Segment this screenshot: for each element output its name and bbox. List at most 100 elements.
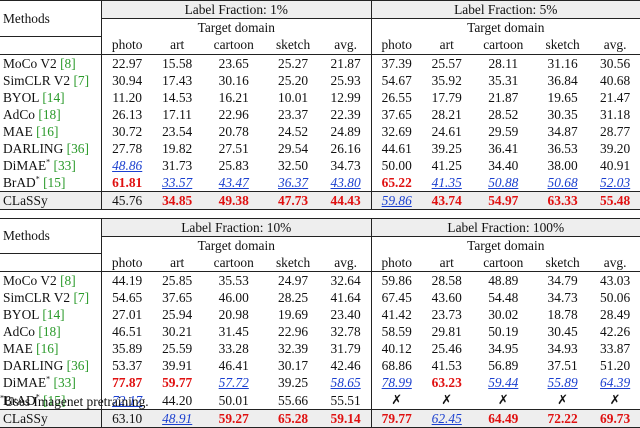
method-label: AdCo <box>3 324 35 339</box>
value-cell: 54.48 <box>472 289 535 306</box>
cell-value: 27.01 <box>112 307 143 322</box>
cell-value: 23.40 <box>330 307 361 322</box>
method-label: DiMAE <box>3 157 47 173</box>
value-cell: 54.97 <box>471 191 535 210</box>
cell-value: 43.60 <box>431 290 462 305</box>
target-domain-right: Target domain <box>467 237 545 253</box>
label-fraction-right: Label Fraction: 5% <box>371 0 640 19</box>
spacer-cell <box>0 209 640 218</box>
value-cell: 55.66 <box>265 391 321 410</box>
method-label: BrAD <box>3 392 36 408</box>
cell-value: 64.39 <box>600 375 631 390</box>
column-header: photo <box>101 253 153 272</box>
cell-value: 36.53 <box>547 140 578 156</box>
value-cell: 50.19 <box>472 323 535 340</box>
value-cell: 78.99 <box>371 374 422 391</box>
method-label: BYOL <box>3 89 39 105</box>
value-cell: 27.78 <box>102 140 153 157</box>
value-cell: 31.45 <box>202 323 265 340</box>
value-cell: 49.38 <box>202 191 266 210</box>
citation: [33] <box>53 157 76 173</box>
cell-value: 12.99 <box>330 89 361 105</box>
cell-value: 22.96 <box>218 106 249 122</box>
method-sup: * <box>35 392 40 402</box>
cell-value: 35.89 <box>112 341 143 356</box>
value-cell: 25.85 <box>152 272 202 290</box>
value-cell: 34.95 <box>472 340 535 357</box>
value-cell: 63.10 <box>101 409 153 428</box>
column-header: avg. <box>320 36 372 55</box>
citation: [7] <box>73 72 90 88</box>
cell-value: 25.94 <box>162 307 193 322</box>
cell-value: 24.61 <box>431 123 462 139</box>
cell-value: 29.81 <box>431 324 462 339</box>
cell-value: 55.48 <box>600 192 631 208</box>
method-name: DARLING [36] <box>0 357 102 374</box>
cell-value: 39.25 <box>431 140 462 156</box>
column-header-empty <box>0 253 102 272</box>
column-header: sketch <box>534 253 591 272</box>
cell-value: 19.69 <box>278 307 309 322</box>
label-fraction-left: Label Fraction: 1% <box>101 0 372 19</box>
cell-value: 31.16 <box>547 55 578 71</box>
cell-value: 51.20 <box>600 358 631 373</box>
value-cell: 25.46 <box>422 340 472 357</box>
value-cell: ✗ <box>590 391 640 410</box>
cell-value: 17.43 <box>162 72 193 88</box>
value-cell: 29.59 <box>472 123 535 140</box>
cell-value: 37.51 <box>547 358 578 373</box>
value-cell: 58.59 <box>371 323 422 340</box>
cell-value: 28.11 <box>488 55 519 71</box>
cell-value: 44.43 <box>330 192 361 208</box>
column-header: cartoon <box>202 36 266 55</box>
column-header: sketch <box>265 253 321 272</box>
cell-value: 30.94 <box>112 72 143 88</box>
method-name: SimCLR V2 [7] <box>0 289 102 306</box>
cell-value: 33.57 <box>162 174 193 190</box>
cell-value: 25.46 <box>431 341 462 356</box>
value-cell: 33.57 <box>152 173 203 192</box>
cell-value: 34.73 <box>330 157 361 173</box>
value-cell: 25.83 <box>202 157 265 174</box>
table-row: BrAD* [15] 61.81 33.57 43.47 36.37 43.80 65.22… <box>0 173 640 192</box>
value-cell: 32.64 <box>320 271 372 289</box>
cell-value: 32.78 <box>330 324 361 339</box>
cell-value: 72.22 <box>547 411 578 426</box>
method-sup: * <box>46 157 51 167</box>
cell-value: 26.16 <box>330 140 361 156</box>
value-cell: 44.20 <box>152 391 203 410</box>
value-cell: 50.06 <box>590 289 640 306</box>
column-header: art <box>152 36 203 55</box>
cell-value: 30.56 <box>600 55 631 71</box>
footnote: *Uses Imagenet pretraining. <box>0 394 149 410</box>
cell-value: 32.50 <box>278 157 309 173</box>
value-cell: 32.69 <box>371 123 422 140</box>
citation: [7] <box>73 290 90 305</box>
ours-row: CLaSSy 45.76 34.85 49.38 47.73 44.43 59.86 43.7… <box>0 191 640 210</box>
cell-value: 23.54 <box>162 123 193 139</box>
citation: [15] <box>43 174 66 190</box>
value-cell: 50.00 <box>371 157 422 174</box>
method-label: SimCLR V2 <box>3 290 71 305</box>
value-cell: 55.89 <box>535 374 590 391</box>
cell-value: 40.91 <box>600 157 631 173</box>
value-cell: 64.39 <box>590 374 640 391</box>
value-cell: 30.45 <box>535 323 590 340</box>
value-cell: 58.65 <box>320 374 372 391</box>
cell-value: 64.49 <box>488 411 519 426</box>
cell-value: 47.73 <box>278 192 309 208</box>
cell-value: 24.52 <box>278 123 309 139</box>
target-domain-left: Target domain <box>101 236 372 254</box>
citation: [18] <box>38 324 61 339</box>
cell-value: 59.27 <box>218 411 249 426</box>
cell-value: 34.79 <box>547 273 578 288</box>
cell-value: 48.91 <box>162 411 193 426</box>
cell-value: 43.03 <box>600 273 631 288</box>
value-cell: 69.73 <box>590 409 640 428</box>
value-cell: 39.20 <box>590 140 640 157</box>
cell-value: 72.17 <box>112 392 143 408</box>
citation: [8] <box>60 55 76 71</box>
value-cell: 17.43 <box>152 72 202 89</box>
value-cell: 34.79 <box>535 272 590 290</box>
